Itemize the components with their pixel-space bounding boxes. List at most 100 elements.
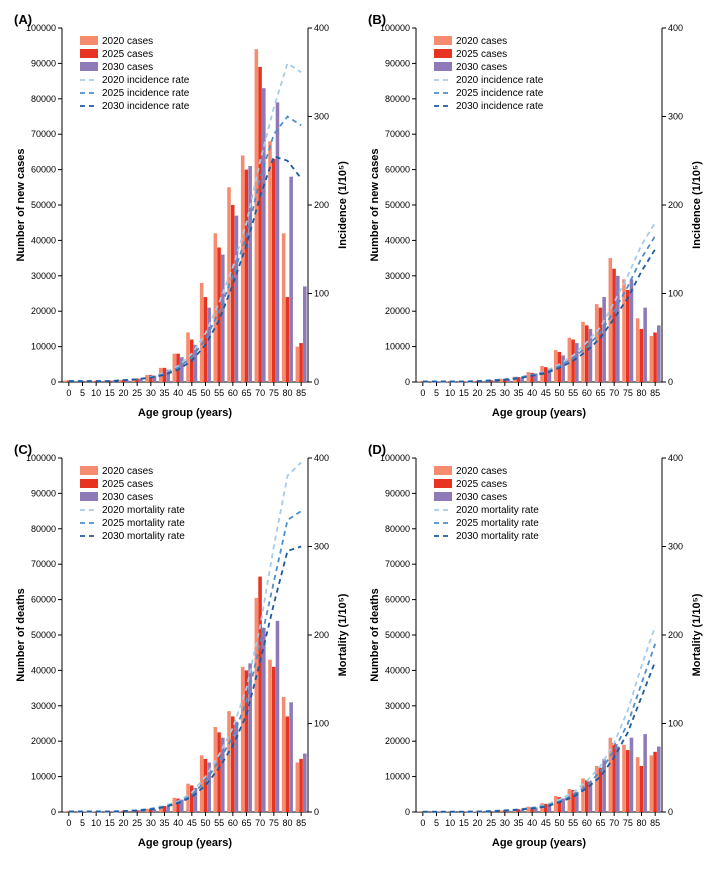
svg-text:75: 75 [623,818,633,828]
svg-text:2025 incidence rate: 2025 incidence rate [456,88,544,99]
svg-text:65: 65 [595,818,605,828]
svg-text:Mortality (1/10⁵): Mortality (1/10⁵) [691,593,703,676]
svg-text:Age group (years): Age group (years) [492,837,586,849]
svg-text:60: 60 [228,818,238,828]
svg-text:2030 cases: 2030 cases [102,62,153,73]
svg-text:80: 80 [282,818,292,828]
svg-text:45: 45 [541,818,551,828]
svg-text:5: 5 [434,818,439,828]
svg-text:55: 55 [214,818,224,828]
svg-text:Number of new cases: Number of new cases [15,148,27,261]
svg-text:2030 cases: 2030 cases [456,62,507,73]
svg-text:30000: 30000 [31,701,56,711]
svg-text:25: 25 [486,818,496,828]
svg-text:0: 0 [314,807,319,817]
svg-text:0: 0 [405,377,410,387]
svg-text:10000: 10000 [31,342,56,352]
svg-text:65: 65 [241,388,251,398]
svg-text:5: 5 [80,818,85,828]
svg-text:Mortality (1/10⁵): Mortality (1/10⁵) [337,593,349,676]
svg-text:10000: 10000 [385,772,410,782]
svg-text:2020 mortality rate: 2020 mortality rate [456,505,539,516]
svg-text:70: 70 [255,388,265,398]
svg-text:80: 80 [636,388,646,398]
svg-text:15: 15 [105,818,115,828]
svg-text:25: 25 [132,388,142,398]
svg-text:2025 cases: 2025 cases [456,49,507,60]
svg-text:0: 0 [668,377,673,387]
svg-text:Number of deaths: Number of deaths [369,588,381,682]
svg-text:Age group (years): Age group (years) [138,837,232,849]
svg-text:40: 40 [527,388,537,398]
svg-text:35: 35 [159,388,169,398]
svg-text:2020 incidence rate: 2020 incidence rate [456,75,544,86]
svg-text:20: 20 [118,388,128,398]
svg-text:75: 75 [269,818,279,828]
svg-text:100: 100 [668,289,683,299]
svg-text:40000: 40000 [385,235,410,245]
panel-a: 0100002000030000400005000060000700008000… [10,10,354,430]
svg-text:300: 300 [314,542,329,552]
svg-text:0: 0 [420,388,425,398]
svg-text:30: 30 [146,818,156,828]
svg-text:85: 85 [650,388,660,398]
svg-text:60000: 60000 [31,165,56,175]
svg-text:90000: 90000 [385,488,410,498]
svg-text:200: 200 [668,630,683,640]
svg-text:0: 0 [420,818,425,828]
svg-text:40: 40 [527,818,537,828]
svg-text:0: 0 [668,807,673,817]
svg-text:20: 20 [118,818,128,828]
svg-text:75: 75 [623,388,633,398]
svg-text:100: 100 [668,719,683,729]
svg-text:2025 mortality rate: 2025 mortality rate [102,518,185,529]
svg-text:60: 60 [228,388,238,398]
svg-text:(D): (D) [368,442,386,457]
svg-text:60000: 60000 [385,595,410,605]
svg-text:80: 80 [282,388,292,398]
svg-text:400: 400 [314,453,329,463]
svg-text:70000: 70000 [31,129,56,139]
svg-text:20: 20 [472,818,482,828]
svg-text:65: 65 [241,818,251,828]
svg-text:2020 cases: 2020 cases [456,466,507,477]
svg-text:20000: 20000 [31,736,56,746]
svg-text:35: 35 [513,818,523,828]
svg-text:2030 mortality rate: 2030 mortality rate [456,531,539,542]
svg-text:Incidence (1/10⁵): Incidence (1/10⁵) [691,161,703,249]
svg-text:10: 10 [91,818,101,828]
svg-text:25: 25 [486,388,496,398]
svg-text:2025 cases: 2025 cases [102,49,153,60]
svg-text:0: 0 [66,818,71,828]
svg-text:2030 cases: 2030 cases [456,492,507,503]
svg-text:85: 85 [296,818,306,828]
svg-text:70: 70 [609,388,619,398]
svg-text:0: 0 [314,377,319,387]
svg-text:80000: 80000 [385,94,410,104]
svg-text:0: 0 [51,377,56,387]
svg-text:60000: 60000 [31,595,56,605]
svg-text:80000: 80000 [31,524,56,534]
svg-text:20: 20 [472,388,482,398]
svg-text:Incidence (1/10⁵): Incidence (1/10⁵) [337,161,349,249]
svg-text:30: 30 [500,818,510,828]
svg-text:35: 35 [159,818,169,828]
svg-text:30000: 30000 [385,271,410,281]
panel-b: 0100002000030000400005000060000700008000… [364,10,708,430]
svg-text:2030 incidence rate: 2030 incidence rate [456,101,544,112]
svg-text:40: 40 [173,818,183,828]
svg-text:5: 5 [80,388,85,398]
svg-text:400: 400 [668,23,683,33]
svg-text:50000: 50000 [31,200,56,210]
svg-text:10000: 10000 [385,342,410,352]
svg-text:20000: 20000 [385,306,410,316]
svg-text:90000: 90000 [31,58,56,68]
svg-text:20000: 20000 [385,736,410,746]
svg-text:Number of deaths: Number of deaths [15,588,27,682]
svg-text:2030 mortality rate: 2030 mortality rate [102,531,185,542]
svg-text:90000: 90000 [385,58,410,68]
svg-text:70: 70 [609,818,619,828]
svg-text:Age group (years): Age group (years) [138,407,232,419]
svg-text:30000: 30000 [385,701,410,711]
svg-text:50000: 50000 [385,200,410,210]
